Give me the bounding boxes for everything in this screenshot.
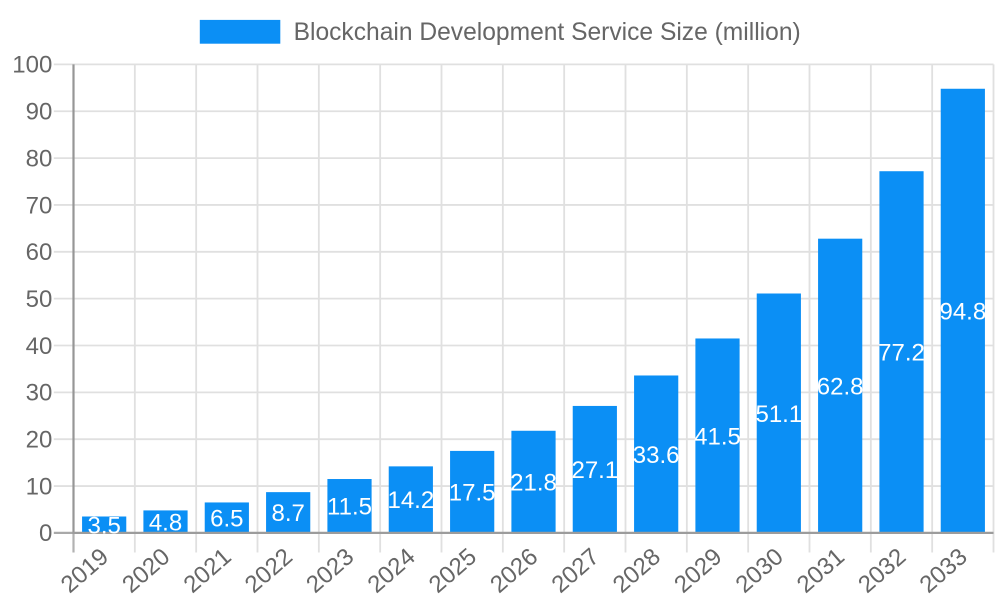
svg-text:0: 0: [39, 520, 52, 547]
svg-text:11.5: 11.5: [327, 494, 372, 521]
svg-text:33.6: 33.6: [633, 442, 680, 469]
svg-text:60: 60: [26, 239, 53, 266]
svg-text:3.5: 3.5: [87, 512, 120, 539]
svg-text:Blockchain Development Service: Blockchain Development Service Size (mil…: [294, 19, 801, 46]
svg-text:10: 10: [26, 473, 53, 500]
svg-text:8.7: 8.7: [271, 500, 304, 527]
svg-text:94.8: 94.8: [939, 298, 986, 325]
svg-text:30: 30: [26, 380, 53, 407]
svg-text:51.1: 51.1: [755, 401, 802, 428]
svg-text:20: 20: [26, 427, 53, 454]
svg-text:27.1: 27.1: [571, 457, 618, 484]
svg-text:100: 100: [12, 52, 52, 79]
svg-text:4.8: 4.8: [149, 509, 182, 536]
svg-text:80: 80: [26, 145, 53, 172]
svg-text:70: 70: [26, 192, 53, 219]
svg-text:90: 90: [26, 99, 53, 126]
svg-text:14.2: 14.2: [387, 487, 434, 514]
svg-text:17.5: 17.5: [449, 480, 496, 507]
svg-text:21.8: 21.8: [510, 469, 557, 496]
svg-text:77.2: 77.2: [878, 340, 925, 367]
svg-text:41.5: 41.5: [694, 423, 741, 450]
svg-text:40: 40: [26, 333, 53, 360]
svg-text:6.5: 6.5: [210, 505, 243, 532]
svg-text:50: 50: [26, 286, 53, 313]
svg-text:62.8: 62.8: [817, 373, 864, 400]
